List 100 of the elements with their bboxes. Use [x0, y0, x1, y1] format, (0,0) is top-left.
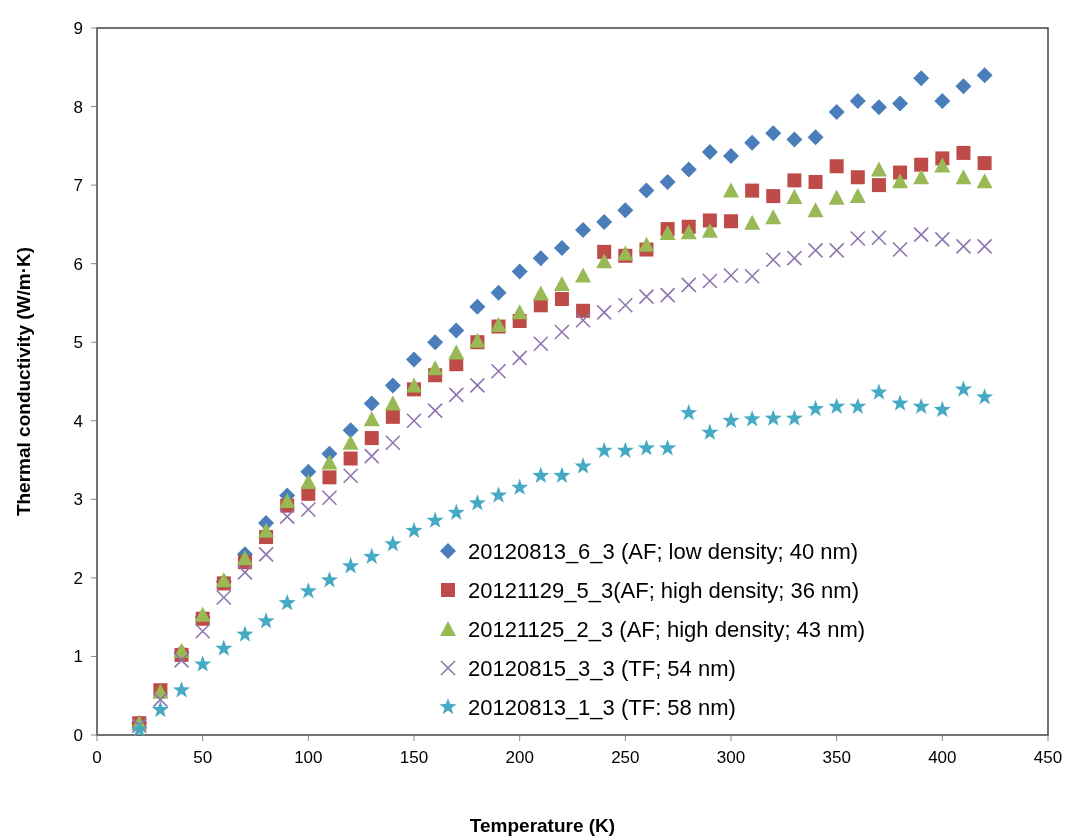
point [448, 387, 465, 403]
point [828, 397, 846, 414]
point [659, 225, 676, 241]
point [553, 239, 570, 256]
point [680, 403, 698, 421]
y-tick-label: 1 [73, 647, 83, 667]
point [956, 145, 971, 160]
y-tick-label: 2 [73, 568, 83, 588]
point [237, 564, 253, 581]
y-tick-label: 7 [73, 176, 83, 196]
point [659, 439, 677, 456]
x-tick-label: 50 [193, 748, 213, 767]
point [595, 441, 613, 458]
point [744, 268, 760, 285]
point [892, 95, 909, 112]
legend-label: 20120813_1_3 (TF: 58 nm) [468, 694, 736, 720]
point [850, 170, 865, 185]
point [152, 691, 169, 708]
point [745, 183, 760, 198]
point [385, 409, 400, 424]
point [405, 521, 423, 539]
point [363, 547, 381, 564]
point [892, 241, 908, 258]
point [638, 182, 655, 199]
point [279, 492, 296, 508]
point [870, 383, 888, 400]
point [427, 334, 444, 351]
point [194, 655, 212, 672]
point [596, 214, 613, 231]
point [596, 253, 613, 269]
point [384, 377, 401, 394]
point [849, 93, 866, 110]
point [724, 214, 738, 229]
point [257, 612, 275, 629]
point [934, 157, 951, 173]
point [850, 230, 866, 247]
legend-label: 20121129_5_3(AF; high density; 36 nm) [468, 577, 859, 603]
point [216, 589, 232, 606]
point [321, 454, 338, 470]
point [786, 131, 803, 148]
point [849, 397, 867, 414]
point [490, 284, 507, 301]
point [701, 144, 718, 161]
point [448, 344, 465, 360]
point [406, 351, 422, 368]
point [364, 431, 379, 446]
point [300, 501, 317, 518]
point [744, 134, 761, 151]
point [955, 78, 972, 95]
point [764, 409, 782, 426]
point [617, 297, 634, 314]
point [385, 434, 401, 451]
point [553, 276, 570, 292]
point [785, 409, 803, 426]
point [744, 214, 761, 230]
x-tick-label: 350 [822, 748, 851, 767]
point [828, 189, 845, 205]
point [427, 360, 444, 376]
point [870, 161, 887, 177]
point [914, 157, 929, 172]
point [447, 503, 465, 520]
y-tick-label: 0 [73, 725, 83, 745]
point [363, 411, 380, 427]
point [787, 173, 802, 188]
point [765, 125, 782, 142]
point [574, 457, 592, 474]
point [933, 400, 951, 418]
y-tick-label: 4 [73, 411, 83, 431]
point [426, 511, 444, 528]
y-axis-title: Thermal conductivity (W/m·K) [13, 246, 34, 517]
point [532, 466, 550, 484]
point [807, 129, 824, 146]
point [151, 700, 169, 718]
point [575, 312, 591, 329]
x-tick-label: 400 [928, 748, 957, 767]
point [871, 229, 887, 246]
point [934, 93, 951, 110]
point [977, 156, 992, 171]
point [638, 236, 655, 252]
point [849, 188, 866, 204]
point [258, 546, 274, 563]
point [279, 508, 295, 525]
point [236, 625, 254, 642]
point [659, 173, 676, 190]
point [765, 209, 782, 225]
point [828, 242, 845, 259]
point [384, 535, 402, 552]
point [954, 380, 973, 397]
point [299, 582, 317, 599]
point [300, 474, 317, 490]
point [723, 182, 739, 198]
point [828, 104, 845, 121]
point [554, 324, 570, 340]
point [597, 244, 612, 259]
point [511, 263, 528, 280]
point [511, 478, 529, 495]
point [172, 681, 191, 698]
point [871, 178, 886, 193]
point [173, 652, 190, 669]
point [680, 277, 697, 293]
